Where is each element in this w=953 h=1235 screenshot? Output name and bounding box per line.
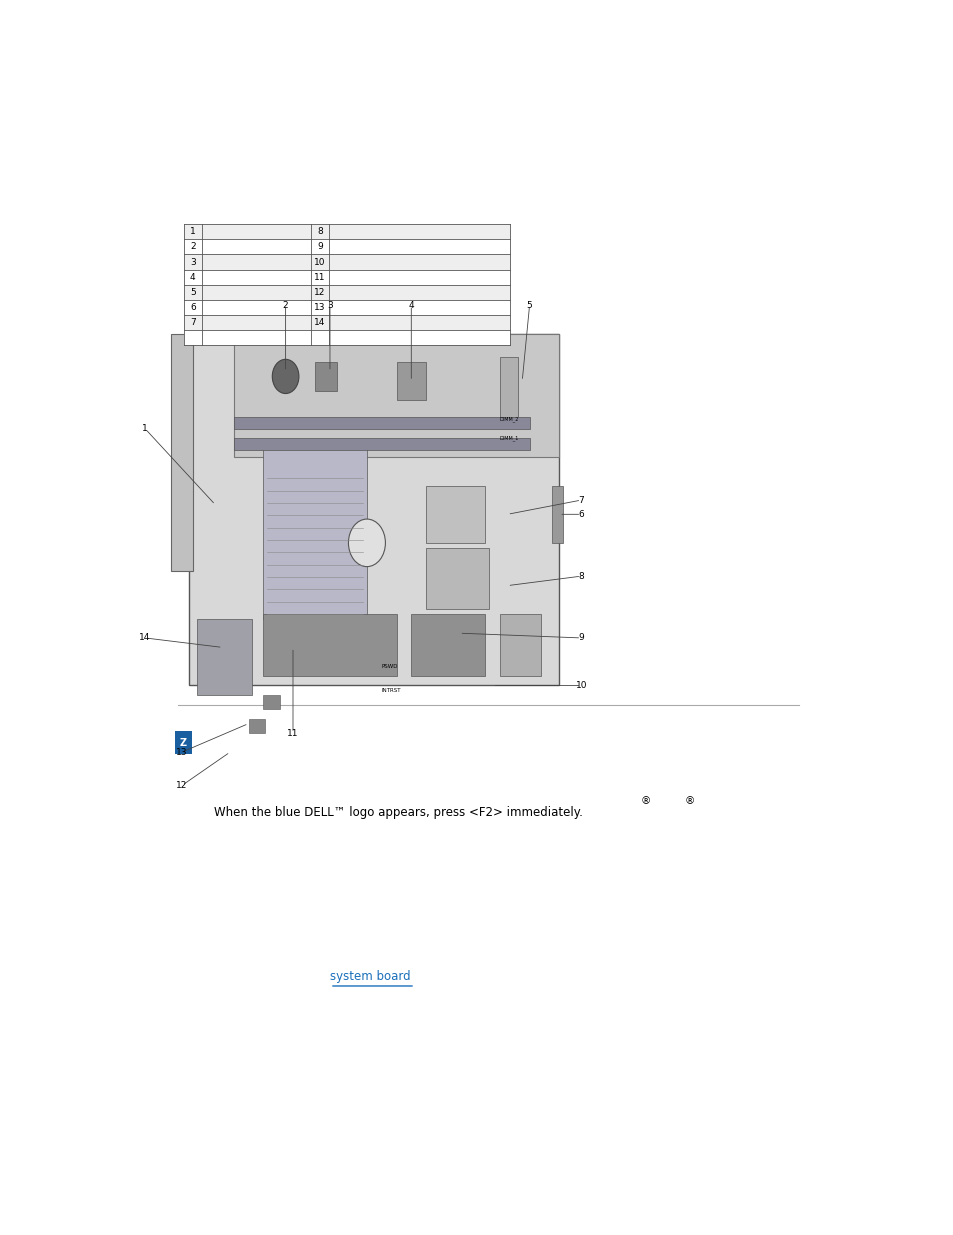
- Text: 10: 10: [314, 258, 325, 267]
- Bar: [183, 284, 509, 300]
- Bar: [190, 333, 558, 685]
- Bar: [263, 448, 367, 619]
- Text: 12: 12: [176, 781, 188, 790]
- Bar: [499, 357, 518, 419]
- Bar: [233, 417, 529, 429]
- Text: 13: 13: [314, 303, 325, 311]
- Bar: [499, 614, 540, 676]
- Bar: [233, 438, 529, 450]
- Text: DIMM_2: DIMM_2: [498, 416, 518, 422]
- Text: 1: 1: [142, 425, 148, 433]
- Bar: [171, 333, 193, 572]
- Bar: [183, 315, 509, 330]
- Bar: [183, 300, 509, 315]
- Text: 9: 9: [316, 242, 322, 252]
- Text: 1: 1: [190, 227, 195, 236]
- Text: 11: 11: [287, 729, 298, 737]
- Text: DIMM_1: DIMM_1: [498, 436, 518, 441]
- Bar: [396, 362, 426, 400]
- Text: 12: 12: [314, 288, 325, 296]
- Bar: [183, 225, 509, 240]
- Text: 2: 2: [190, 242, 195, 252]
- Bar: [196, 619, 252, 695]
- Bar: [426, 485, 485, 543]
- Text: 13: 13: [176, 747, 188, 757]
- Text: 8: 8: [316, 227, 322, 236]
- Text: 14: 14: [314, 317, 325, 327]
- Text: 5: 5: [526, 300, 532, 310]
- Bar: [263, 695, 279, 709]
- Text: PSWD: PSWD: [381, 664, 397, 669]
- Bar: [183, 254, 509, 269]
- Text: 11: 11: [314, 273, 325, 282]
- Bar: [233, 333, 558, 457]
- Bar: [426, 547, 488, 609]
- Text: system board: system board: [330, 971, 410, 983]
- Text: 3: 3: [190, 258, 195, 267]
- Text: Z: Z: [180, 737, 187, 747]
- Bar: [183, 269, 509, 284]
- Text: 10: 10: [575, 680, 586, 690]
- Text: 2: 2: [282, 300, 288, 310]
- Circle shape: [272, 359, 298, 394]
- Text: When the blue DELL™ logo appears, press <F2> immediately.: When the blue DELL™ logo appears, press …: [213, 805, 582, 819]
- Bar: [183, 240, 509, 254]
- Text: 8: 8: [578, 572, 583, 580]
- Bar: [551, 485, 562, 543]
- Text: ®: ®: [639, 797, 650, 806]
- Text: 9: 9: [578, 634, 583, 642]
- Text: 4: 4: [190, 273, 195, 282]
- Text: 7: 7: [190, 317, 195, 327]
- Circle shape: [348, 519, 385, 567]
- Text: 6: 6: [578, 510, 583, 519]
- Text: 5: 5: [190, 288, 195, 296]
- Bar: [174, 731, 193, 753]
- Text: 6: 6: [190, 303, 195, 311]
- Bar: [183, 330, 509, 345]
- Text: 14: 14: [139, 634, 151, 642]
- Bar: [411, 614, 485, 676]
- Bar: [263, 614, 396, 676]
- Text: 7: 7: [578, 495, 583, 505]
- Bar: [314, 362, 337, 390]
- Text: ®: ®: [684, 797, 695, 806]
- Text: INTRST: INTRST: [381, 688, 401, 693]
- Bar: [249, 719, 265, 734]
- Text: 4: 4: [408, 300, 414, 310]
- Text: 3: 3: [327, 300, 333, 310]
